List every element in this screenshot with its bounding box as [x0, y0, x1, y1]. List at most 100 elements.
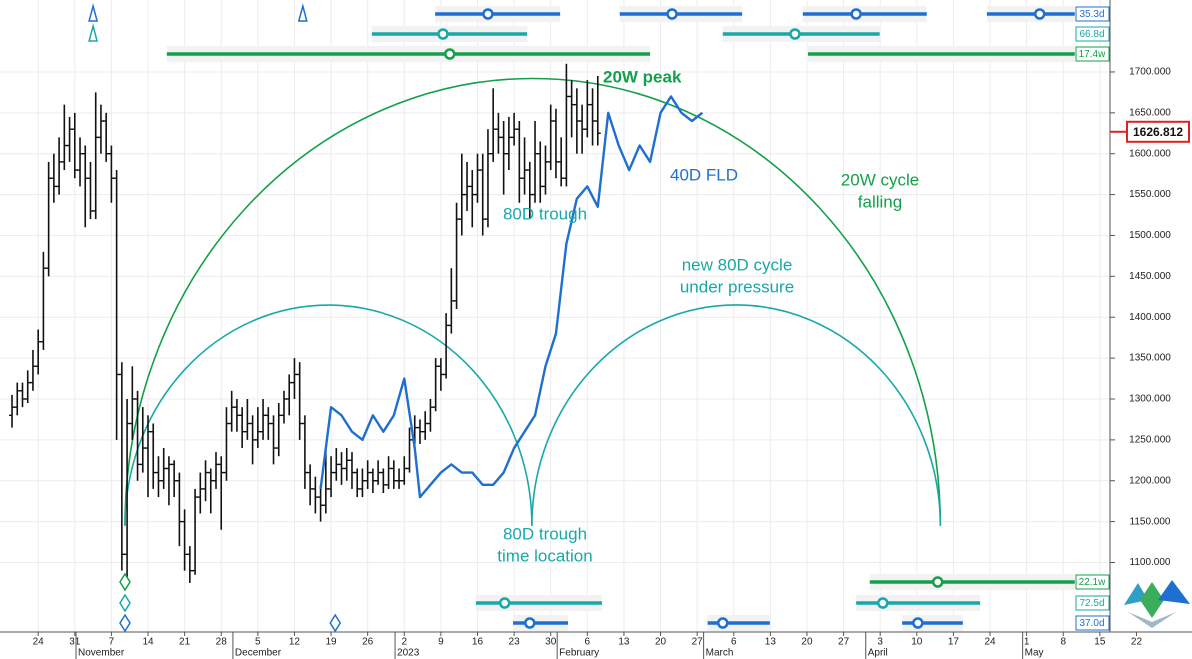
- annotation: 20W peak: [603, 67, 682, 86]
- month-label: February: [559, 648, 599, 659]
- y-tick-label: 1500.000: [1129, 230, 1171, 241]
- annotation: 80D trough: [503, 204, 587, 223]
- y-tick-label: 1100.000: [1130, 557, 1171, 568]
- cycle-peak-marker: [88, 3, 99, 22]
- x-tick-label: 7: [109, 637, 115, 648]
- x-tick-label: 16: [472, 637, 484, 648]
- band-label-box: [1075, 615, 1110, 631]
- y-tick-label: 1150.000: [1130, 516, 1171, 527]
- y-tick-label: 1450.000: [1129, 271, 1171, 282]
- x-tick-label: 12: [289, 637, 301, 648]
- logo-shape: [1128, 612, 1176, 628]
- x-tick-label: 13: [765, 637, 777, 648]
- band-label: 17.4w: [1079, 49, 1106, 60]
- y-tick-label: 1700.000: [1129, 67, 1171, 78]
- band-center: [717, 617, 729, 629]
- annotation: under pressure: [680, 277, 794, 296]
- plot-area: [9, 63, 942, 583]
- logo-shape: [1140, 582, 1164, 618]
- x-tick-label: 24: [984, 637, 996, 648]
- x-tick-label: 20: [655, 637, 667, 648]
- annotation: 20W cycle: [841, 170, 919, 189]
- x-tick-label: 6: [585, 637, 591, 648]
- x-tick-label: 31: [69, 637, 81, 648]
- last-price-label: 1626.812: [1133, 125, 1183, 139]
- y-tick-label: 1350.000: [1129, 353, 1171, 364]
- annotation: time location: [497, 546, 592, 565]
- x-tick-label: 30: [545, 637, 557, 648]
- x-tick-label: 3: [877, 637, 883, 648]
- band-center: [931, 576, 944, 588]
- band-center: [789, 28, 801, 40]
- x-tick-label: 9: [438, 637, 444, 648]
- band-label: 35.3d: [1079, 9, 1104, 20]
- x-tick-label: 1: [1024, 637, 1030, 648]
- band-center: [850, 8, 862, 20]
- x-tick-label: 26: [362, 637, 374, 648]
- cycle-peak-marker: [88, 23, 99, 42]
- y-tick-label: 1200.000: [1129, 475, 1171, 486]
- month-label: May: [1025, 648, 1044, 659]
- axes: 1100.000 1150.000 1200.000 1250.000 1300.000…: [33, 6, 1190, 659]
- month-label: November: [78, 648, 125, 659]
- y-tick-label: 1600.000: [1129, 148, 1171, 159]
- y-tick-label: 1550.000: [1129, 189, 1171, 200]
- band-center: [498, 597, 511, 609]
- band-center: [482, 8, 494, 20]
- cycle-trough-marker: [119, 593, 131, 613]
- x-tick-label: 24: [33, 637, 45, 648]
- cycle-trough-marker: [329, 613, 342, 633]
- x-tick-label: 20: [801, 637, 813, 648]
- band-label-box: [1075, 6, 1110, 22]
- fld-line: [319, 95, 704, 499]
- x-tick-label: 13: [618, 637, 630, 648]
- cycle-bands: [88, 3, 1075, 633]
- cycle-arc: [531, 304, 942, 526]
- cycle-trough-marker: [119, 613, 131, 633]
- logo-shape: [1158, 580, 1190, 604]
- month-label: December: [235, 648, 282, 659]
- band-center: [444, 48, 456, 60]
- x-tick-label: 17: [948, 637, 960, 648]
- y-tick-label: 1650.000: [1129, 107, 1171, 118]
- band-label-box: [1075, 574, 1110, 590]
- last-price-box: [1126, 120, 1190, 143]
- x-tick-label: 19: [325, 637, 337, 648]
- x-tick-label: 5: [255, 637, 261, 648]
- band-label-box: [1075, 595, 1110, 611]
- x-tick-label: 21: [179, 637, 191, 648]
- x-tick-label: 14: [142, 637, 154, 648]
- band-label: 22.1w: [1079, 577, 1106, 588]
- x-tick-label: 15: [1094, 637, 1106, 648]
- y-tick-label: 1300.000: [1129, 394, 1171, 405]
- x-tick-label: 27: [838, 637, 850, 648]
- band-center: [437, 28, 449, 40]
- month-label: March: [706, 648, 734, 659]
- cycle-trough-marker: [119, 572, 131, 592]
- x-tick-label: 28: [216, 637, 228, 648]
- y-tick-label: 1400.000: [1129, 312, 1171, 323]
- annotations: 20W peak 40D FLD 80D trough 20W cycle fallin…: [497, 67, 919, 565]
- x-tick-label: 22: [1131, 637, 1143, 648]
- band-label-box: [1075, 26, 1110, 42]
- band-label: 37.0d: [1079, 618, 1104, 629]
- x-tick-label: 8: [1060, 637, 1066, 648]
- month-label: 2023: [397, 648, 420, 659]
- x-tick-label: 10: [911, 637, 923, 648]
- y-tick-label: 1250.000: [1129, 435, 1171, 446]
- band-label: 66.8d: [1079, 29, 1104, 40]
- x-tick-label: 6: [731, 637, 737, 648]
- logo: [1124, 580, 1190, 628]
- grid: [0, 0, 1110, 632]
- band-center: [877, 597, 889, 609]
- cycle-arc: [124, 77, 942, 526]
- band-center: [1033, 8, 1046, 20]
- band-center: [524, 617, 536, 629]
- annotation: new 80D cycle: [682, 255, 793, 274]
- band-center: [912, 617, 924, 629]
- annotation: falling: [858, 192, 902, 211]
- band-label: 72.5d: [1079, 598, 1104, 609]
- x-tick-label: 2: [401, 637, 407, 648]
